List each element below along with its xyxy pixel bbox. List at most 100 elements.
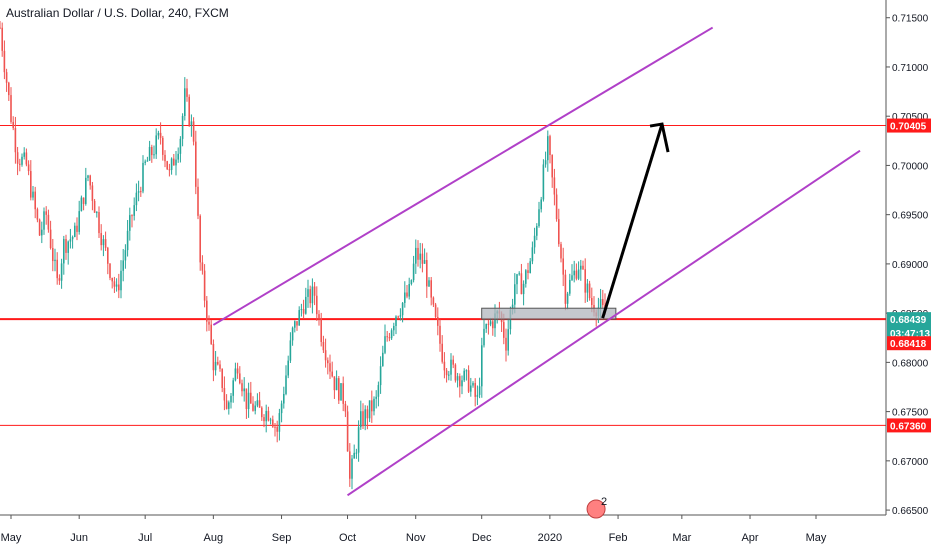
candle-body — [560, 244, 562, 259]
candle-body — [366, 409, 369, 419]
candle-body — [461, 380, 463, 387]
price-tick-label: 0.71000 — [892, 63, 929, 74]
candle-body — [441, 343, 443, 362]
candle-body — [274, 426, 276, 428]
candle-body — [397, 316, 399, 318]
candle-body — [518, 273, 520, 275]
candle-body — [544, 160, 547, 165]
candle-body — [467, 370, 470, 392]
candle-body — [450, 359, 452, 375]
time-tick-label: Mar — [672, 532, 691, 544]
candle-body — [111, 277, 113, 282]
candle-body — [98, 212, 100, 234]
candle-body — [415, 247, 417, 264]
candle-body — [78, 211, 80, 232]
candle-body — [408, 283, 410, 297]
candle-body — [555, 194, 558, 220]
drawing-overlays — [212, 26, 861, 497]
candle-body — [131, 215, 133, 217]
candle-body — [507, 329, 509, 351]
candle-body — [164, 154, 166, 162]
candle-body — [63, 239, 65, 264]
candle-body — [60, 263, 63, 281]
candle-body — [27, 164, 30, 172]
candle-body — [355, 452, 358, 454]
candle-body — [184, 88, 186, 116]
candle-body — [549, 136, 551, 155]
candle-body — [67, 241, 69, 253]
candle-body — [151, 146, 153, 156]
time-tick-label: 2020 — [538, 532, 562, 544]
candle-body — [153, 154, 155, 156]
candle-body — [289, 340, 292, 361]
candle-body — [316, 295, 318, 315]
candle-body — [531, 247, 534, 262]
candle-body — [377, 385, 380, 397]
level-badge — [887, 118, 931, 133]
candle-body — [577, 269, 580, 279]
candle-body — [283, 393, 285, 404]
candle-body — [102, 239, 105, 246]
time-tick-label: May — [806, 532, 827, 544]
candle-body — [390, 330, 393, 339]
candle-body — [192, 121, 195, 142]
candle-body — [395, 316, 397, 327]
candle-body — [580, 265, 582, 270]
time-tick-label: Aug — [204, 532, 224, 544]
candle-body — [382, 352, 384, 367]
candle-body — [470, 385, 472, 392]
price-tick-label: 0.69000 — [892, 260, 929, 271]
support-zone — [481, 307, 617, 320]
candle-body — [582, 265, 584, 270]
candle-body — [487, 323, 490, 325]
candle-body — [525, 270, 527, 284]
candle-body — [38, 219, 41, 236]
candle-body — [234, 368, 237, 381]
candle-body — [137, 191, 140, 193]
candle-body — [300, 309, 303, 311]
candle-body — [43, 211, 45, 230]
time-tick-label: Feb — [609, 532, 628, 544]
candle-body — [344, 403, 347, 412]
candle-body — [575, 270, 578, 279]
candle-body — [324, 350, 327, 361]
candle-body — [1, 27, 3, 51]
candle-body — [221, 368, 223, 388]
candle-body — [437, 316, 439, 326]
candle-body — [529, 261, 531, 273]
candle-body — [494, 313, 496, 329]
candle-body — [533, 235, 536, 248]
candle-body — [19, 163, 21, 165]
level-badge-label: 0.70405 — [890, 122, 927, 133]
candle-body — [210, 324, 212, 344]
candle-body — [305, 296, 307, 314]
candle-body — [483, 328, 485, 346]
candle-body — [294, 321, 296, 328]
candle-body — [586, 283, 589, 293]
candle-body — [329, 363, 331, 372]
candle-body — [71, 236, 74, 240]
candle-body — [538, 209, 540, 227]
candle-body — [291, 327, 294, 341]
candle-body — [476, 394, 479, 397]
candle-body — [364, 409, 366, 426]
candle-body — [349, 451, 351, 479]
candle-body — [465, 370, 468, 372]
candle-body — [503, 322, 505, 338]
candle-body — [23, 152, 25, 157]
candle-body — [25, 152, 28, 165]
candle-body — [69, 239, 72, 242]
candle-body — [190, 121, 193, 126]
candle-body — [492, 321, 494, 329]
candle-body — [318, 314, 320, 319]
candle-body — [357, 427, 360, 453]
candle-body — [14, 128, 17, 153]
candle-body — [375, 396, 377, 399]
candle-body — [278, 413, 281, 432]
candle-body — [144, 161, 146, 163]
candle-body — [146, 160, 149, 162]
candle-body — [135, 192, 138, 206]
candle-body — [107, 247, 109, 264]
